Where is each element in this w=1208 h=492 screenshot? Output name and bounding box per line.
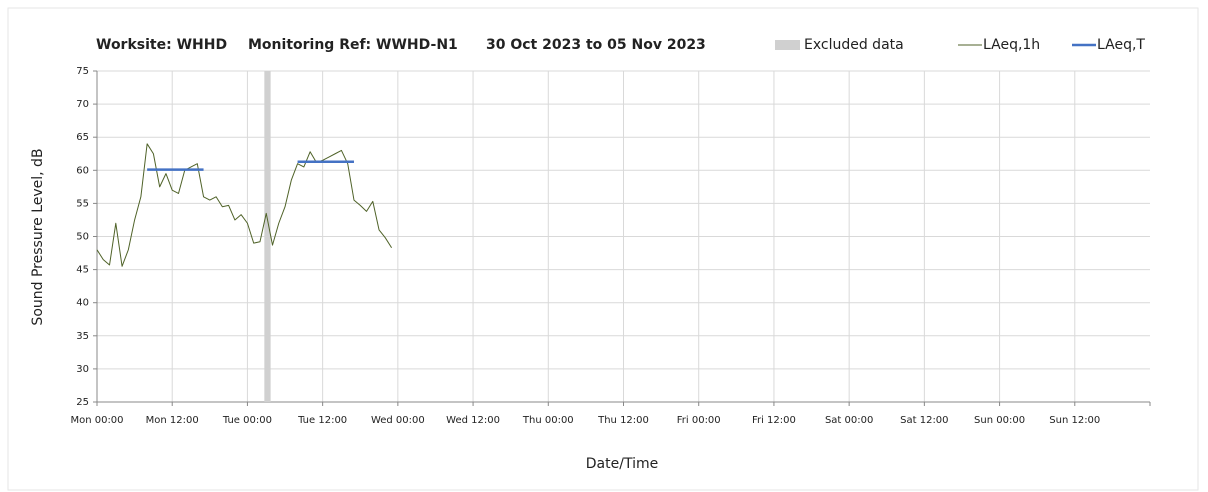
y-tick-label: 75 [76, 66, 89, 77]
x-tick-label: Mon 12:00 [146, 415, 199, 426]
frame [7, 7, 1199, 491]
excluded-band [264, 71, 271, 402]
x-axis-label: Date/Time [586, 456, 658, 472]
y-tick-label: 65 [76, 132, 89, 143]
series-line [96, 143, 393, 267]
x-tick-label: Fri 12:00 [752, 415, 796, 426]
legend-label: LAeq,T [1097, 37, 1145, 53]
period: 30 Oct 2023 to 05 Nov 2023 [486, 37, 706, 53]
x-tick-label: Wed 12:00 [446, 415, 500, 426]
legend-label: LAeq,1h [983, 37, 1040, 53]
x-tick-label: Sun 00:00 [974, 415, 1025, 426]
worksite: Worksite: WHHD [96, 37, 227, 53]
x-tick-label: Tue 00:00 [222, 415, 272, 426]
x-tick-label: Sat 00:00 [825, 415, 873, 426]
legend-swatch [775, 40, 800, 50]
x-tick-label: Thu 12:00 [597, 415, 649, 426]
y-tick-label: 60 [76, 165, 89, 176]
y-tick-label: 55 [76, 198, 89, 209]
x-tick-label: Mon 00:00 [70, 415, 123, 426]
x-tick-label: Tue 12:00 [297, 415, 347, 426]
y-tick-label: 25 [76, 397, 89, 408]
y-tick-label: 40 [76, 298, 89, 309]
legend-label: Excluded data [804, 37, 904, 53]
y-tick-label: 50 [76, 232, 89, 243]
y-tick-label: 30 [76, 364, 89, 375]
x-tick-label: Thu 00:00 [522, 415, 574, 426]
monitoring-ref: Monitoring Ref: WWHD-N1 [248, 37, 458, 53]
x-tick-label: Wed 00:00 [371, 415, 425, 426]
x-tick-label: Sun 12:00 [1049, 415, 1100, 426]
y-axis-label: Sound Pressure Level, dB [30, 148, 46, 325]
y-tick-label: 35 [76, 331, 89, 342]
x-tick-label: Fri 00:00 [677, 415, 721, 426]
y-tick-label: 45 [76, 265, 89, 276]
y-tick-label: 70 [76, 99, 89, 110]
x-tick-label: Sat 12:00 [900, 415, 948, 426]
